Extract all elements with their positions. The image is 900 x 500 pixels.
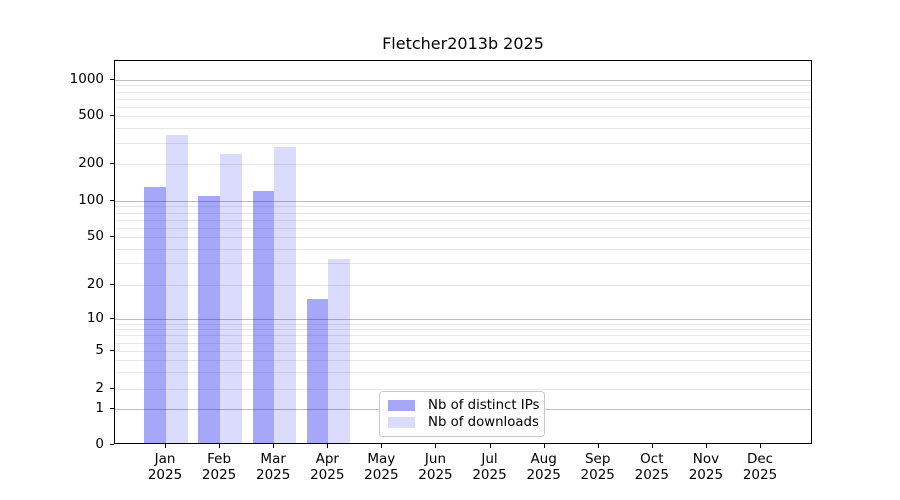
gridline-minor xyxy=(115,351,811,352)
y-tick-mark xyxy=(110,388,114,389)
y-tick-mark xyxy=(110,163,114,164)
x-tick-mark xyxy=(165,444,166,448)
gridline-minor xyxy=(115,335,811,337)
gridline-major xyxy=(115,80,811,81)
x-tick-label: Mar 2025 xyxy=(255,451,291,483)
gridline-major xyxy=(115,319,811,320)
gridline-minor xyxy=(115,248,811,250)
legend-swatch-downloads xyxy=(388,417,415,428)
x-tick-mark xyxy=(327,444,329,448)
gridline-minor xyxy=(115,127,811,129)
x-tick-label: Jul 2025 xyxy=(472,451,507,483)
legend-label-downloads: Nb of downloads xyxy=(428,415,539,430)
y-tick-mark xyxy=(110,283,114,285)
y-tick-label: 10 xyxy=(86,310,104,326)
x-tick-label: Dec 2025 xyxy=(742,451,778,483)
y-tick-label: 0 xyxy=(95,436,104,452)
y-tick-mark xyxy=(110,318,114,319)
y-tick-mark xyxy=(110,115,114,116)
x-tick-mark xyxy=(489,444,491,448)
y-tick-mark xyxy=(110,408,114,409)
legend-item-downloads: Nb of downloads xyxy=(388,414,539,431)
gridline-minor xyxy=(115,98,811,100)
x-tick-label: Aug 2025 xyxy=(526,451,561,483)
gridline-major xyxy=(115,201,811,202)
gridline-minor xyxy=(115,212,811,214)
chart-title: Fletcher2013b 2025 xyxy=(382,34,544,53)
gridline-minor xyxy=(115,360,811,362)
x-tick-mark xyxy=(273,444,275,448)
y-tick-label: 100 xyxy=(78,192,104,208)
y-tick-mark xyxy=(110,350,114,351)
x-tick-mark xyxy=(543,444,545,448)
gridline-minor xyxy=(115,329,811,331)
gridline-minor xyxy=(115,284,811,286)
bar-downloads xyxy=(166,134,188,443)
gridline-minor xyxy=(115,323,811,325)
gridline-minor xyxy=(115,342,811,344)
bar-distinct-ips xyxy=(144,186,166,443)
y-tick-mark xyxy=(110,444,114,445)
x-tick-mark xyxy=(651,444,653,448)
gridline-minor xyxy=(115,85,811,87)
y-tick-label: 200 xyxy=(78,155,104,171)
y-tick-label: 20 xyxy=(86,275,104,292)
bar-downloads xyxy=(328,258,350,443)
gridline-minor xyxy=(115,389,811,390)
y-tick-label: 50 xyxy=(86,228,104,244)
gridline-minor xyxy=(115,206,811,208)
x-tick-mark xyxy=(597,444,599,448)
y-tick-mark xyxy=(110,79,114,80)
x-tick-label: Feb 2025 xyxy=(201,451,237,483)
plot-area: Nb of distinct IPs Nb of downloads xyxy=(114,60,812,444)
x-tick-mark xyxy=(435,444,437,448)
gridline-minor xyxy=(115,263,811,265)
y-tick-label: 500 xyxy=(78,107,104,123)
x-tick-label: May 2025 xyxy=(364,451,399,483)
bar-distinct-ips xyxy=(252,191,275,443)
gridline-minor xyxy=(115,227,811,229)
legend-item-distinct-ips: Nb of distinct IPs xyxy=(388,397,540,414)
y-tick-label: 1000 xyxy=(69,71,104,87)
x-tick-mark xyxy=(760,444,761,448)
x-tick-label: Nov 2025 xyxy=(688,451,724,483)
y-tick-mark xyxy=(110,200,114,201)
gridline-minor xyxy=(115,237,811,238)
bar-downloads xyxy=(220,154,242,443)
legend-swatch-distinct-ips xyxy=(388,400,415,411)
gridline-minor xyxy=(115,164,811,165)
x-tick-label: Jan 2025 xyxy=(147,451,183,483)
bar-distinct-ips xyxy=(306,298,329,443)
gridline-minor xyxy=(115,372,811,374)
x-tick-label: Sep 2025 xyxy=(580,451,615,483)
legend-label-distinct-ips: Nb of distinct IPs xyxy=(428,398,540,413)
legend: Nb of distinct IPs Nb of downloads xyxy=(379,391,545,437)
x-tick-mark xyxy=(381,444,383,448)
bar-distinct-ips xyxy=(198,195,221,443)
gridline-minor xyxy=(115,116,811,117)
x-tick-mark xyxy=(219,444,221,448)
y-tick-label: 1 xyxy=(95,400,104,416)
gridline-minor xyxy=(115,106,811,108)
y-tick-mark xyxy=(110,236,114,237)
y-tick-label: 2 xyxy=(95,380,104,396)
y-tick-label: 5 xyxy=(95,342,104,358)
x-tick-label: Apr 2025 xyxy=(310,451,345,483)
x-tick-label: Jun 2025 xyxy=(418,451,453,483)
gridline-minor xyxy=(115,219,811,221)
x-tick-mark xyxy=(705,444,707,448)
gridline-minor xyxy=(115,142,811,144)
gridline-minor xyxy=(115,91,811,93)
x-tick-label: Oct 2025 xyxy=(634,451,669,483)
bar-downloads xyxy=(274,147,296,443)
